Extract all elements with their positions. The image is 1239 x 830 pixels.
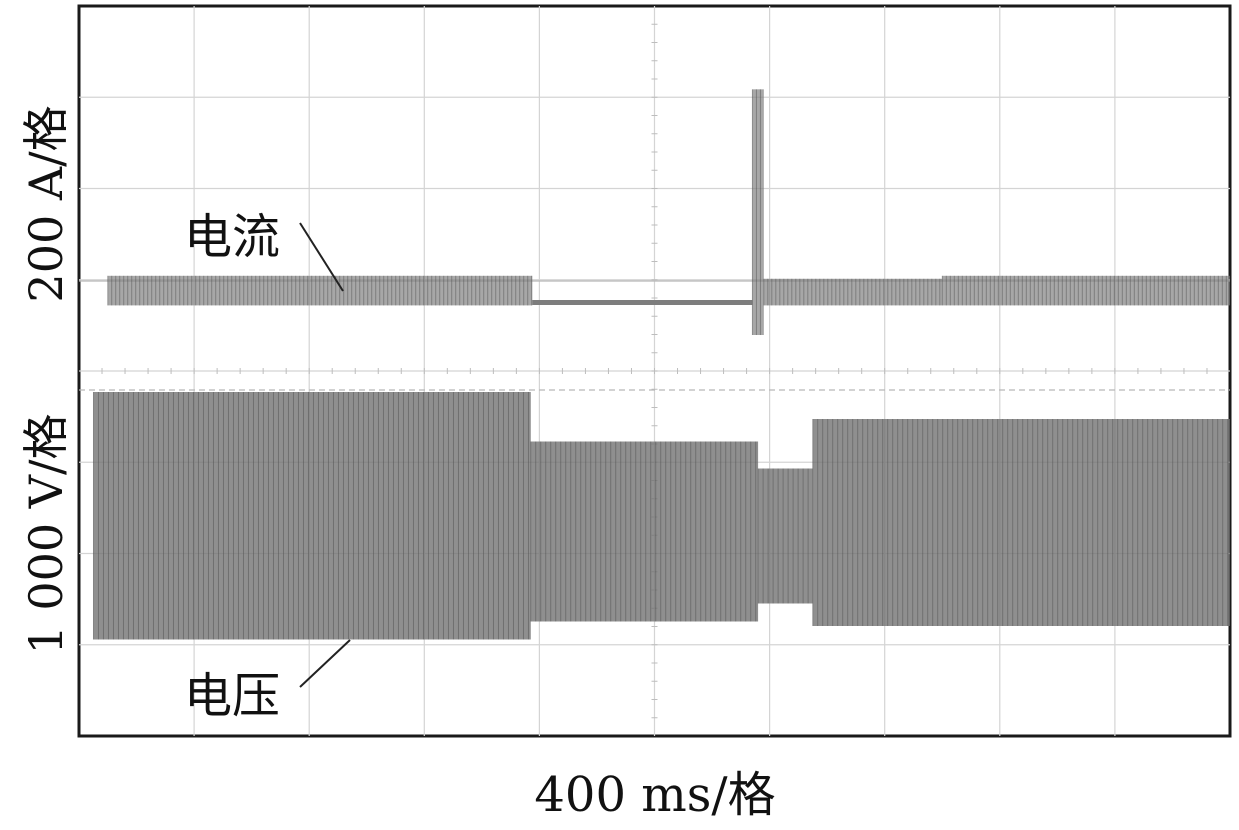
plot-area (77, 4, 1232, 738)
voltage-segment (530, 441, 759, 622)
trace-layer (92, 89, 1230, 640)
voltage-trace (92, 392, 1230, 640)
voltage-series-label: 电压 (184, 668, 280, 724)
voltage-segment (812, 419, 1230, 626)
x-axis-label: 400 ms/格 (534, 767, 775, 823)
voltage-label-leader-line (299, 639, 351, 688)
current-label-leader-line (299, 222, 344, 292)
voltage-segment (93, 392, 531, 640)
y-axis-label-current: 200 A/格 (19, 105, 73, 302)
current-series-label: 电流 (184, 209, 280, 265)
current-segment (752, 89, 764, 335)
current-trace (107, 89, 1230, 335)
voltage-segment (758, 468, 813, 604)
y-axis-label-voltage: 1 000 V/格 (19, 413, 73, 654)
current-segment (763, 278, 943, 306)
